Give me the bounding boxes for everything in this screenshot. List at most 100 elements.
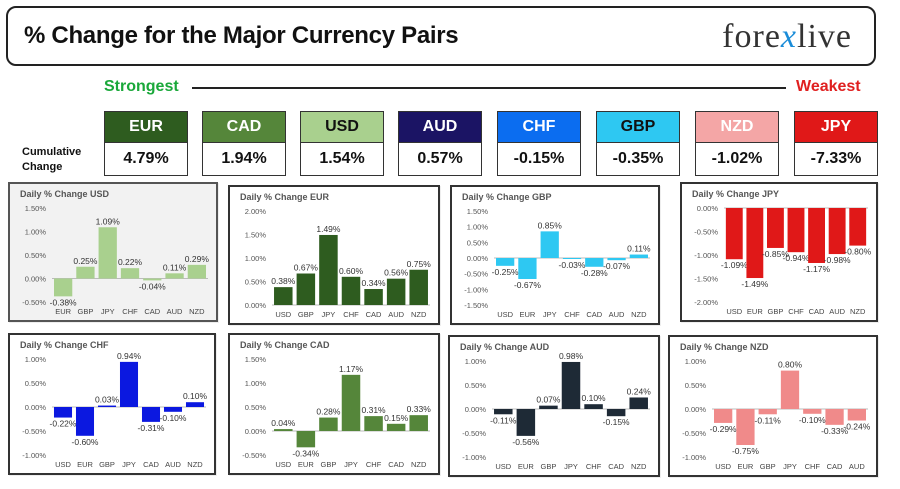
x-tick-label: USD <box>726 307 742 316</box>
y-tick-label: -2.00% <box>694 298 718 307</box>
x-tick-label: JPY <box>344 460 358 469</box>
x-tick-label: NZD <box>187 460 203 469</box>
cumulative-value-jpy: -7.33% <box>794 143 878 176</box>
data-label: 1.17% <box>339 364 364 374</box>
y-tick-label: 1.50% <box>467 207 489 216</box>
x-tick-label: AUD <box>849 462 865 471</box>
y-tick-label: 0.50% <box>25 379 47 388</box>
data-label: 0.10% <box>582 393 607 403</box>
chart-title: Daily % Change NZD <box>680 342 769 352</box>
y-tick-label: 1.50% <box>25 204 47 213</box>
x-tick-label: GBP <box>760 462 776 471</box>
bar-cad <box>141 407 161 422</box>
y-tick-label: 0.00% <box>245 427 267 436</box>
x-tick-label: NZD <box>189 307 205 316</box>
data-label: 0.60% <box>339 266 364 276</box>
x-tick-label: USD <box>275 460 291 469</box>
bar-chf <box>364 416 383 431</box>
data-label: 1.49% <box>316 224 341 234</box>
bar-aud <box>386 278 406 305</box>
bar-nzd <box>849 208 867 246</box>
bar-aud <box>607 258 626 261</box>
bar-jpy <box>561 361 581 409</box>
x-tick-label: CHF <box>805 462 821 471</box>
bar-aud <box>847 409 866 421</box>
data-label: -0.29% <box>710 424 737 434</box>
x-tick-label: NZD <box>411 310 427 319</box>
currency-code-chf: CHF <box>497 111 581 143</box>
data-label: -0.11% <box>755 415 782 425</box>
y-tick-label: 1.00% <box>467 223 489 232</box>
data-label: 0.11% <box>163 262 187 272</box>
chart-panel-2: Daily % Change EUR 2.00% 1.50% 1.00% 0.50% 0.… <box>228 185 440 325</box>
y-tick-label: -1.50% <box>694 275 718 284</box>
y-tick-label: 0.00% <box>245 301 267 310</box>
bar-jpy <box>119 361 139 407</box>
data-label: 0.22% <box>118 257 143 267</box>
bar-chart: 1.50% 1.00% 0.50% 0.00% -0.50% 0.04% USD-0.34%… <box>242 355 431 469</box>
y-tick-label: 1.00% <box>465 357 487 366</box>
data-label: 0.56% <box>384 268 409 278</box>
y-tick-label: 0.50% <box>25 251 47 260</box>
y-tick-label: -1.50% <box>464 301 488 310</box>
x-tick-label: CHF <box>122 307 138 316</box>
y-tick-label: 1.00% <box>25 228 47 237</box>
data-label: -0.10% <box>799 415 826 425</box>
currency-code-jpy: JPY <box>794 111 878 143</box>
bar-eur <box>75 407 95 436</box>
cumulative-value-nzd: -1.02% <box>695 143 779 176</box>
x-tick-label: JPY <box>783 462 797 471</box>
y-tick-label: 0.00% <box>465 405 487 414</box>
y-tick-label: 1.50% <box>245 231 267 240</box>
data-label: -0.94% <box>783 253 810 263</box>
page-title: % Change for the Major Currency Pairs <box>24 22 459 49</box>
x-tick-label: USD <box>497 310 513 319</box>
chart-title: Daily % Change EUR <box>240 192 330 202</box>
data-label: 0.85% <box>538 220 563 230</box>
chart-panel-3: Daily % Change GBP 1.50% 1.00% 0.50% 0.00% -0… <box>450 185 660 325</box>
x-tick-label: NZD <box>631 310 647 319</box>
data-label: -0.75% <box>732 446 759 456</box>
currency-code-nzd: NZD <box>695 111 779 143</box>
y-tick-label: -0.50% <box>464 270 488 279</box>
bar-aud <box>165 273 184 279</box>
chart-title: Daily % Change JPY <box>692 189 780 199</box>
cumulative-value-cad: 1.94% <box>202 143 286 176</box>
bar-cad <box>585 258 604 267</box>
bar-chart: 0.00% -0.50% -1.00% -1.50% -2.00% -1.09% USD -1… <box>694 204 871 316</box>
x-tick-label: AUD <box>388 310 404 319</box>
x-tick-label: NZD <box>850 307 866 316</box>
data-label: 0.07% <box>536 395 561 405</box>
bar-cad <box>364 289 383 305</box>
chart-title: Daily % Change AUD <box>460 342 550 352</box>
bar-nzd <box>629 397 648 409</box>
x-tick-label: CHF <box>343 310 359 319</box>
bar-gbp <box>758 409 777 415</box>
data-label: 0.98% <box>559 351 584 361</box>
chart-title: Daily % Change USD <box>20 189 110 199</box>
strength-scale-line <box>192 87 786 89</box>
cumulative-value-chf: -0.15% <box>497 143 581 176</box>
bar-nzd <box>409 415 428 431</box>
bar-usd <box>725 208 743 260</box>
chart-panel-6: Daily % Change CAD 1.50% 1.00% 0.50% 0.00% -0… <box>228 333 440 475</box>
x-tick-label: NZD <box>411 460 427 469</box>
bar-gbp <box>319 417 338 431</box>
bar-eur <box>54 278 73 297</box>
data-label: 0.31% <box>362 405 387 415</box>
x-tick-label: CHF <box>366 460 382 469</box>
chart-title: Daily % Change GBP <box>462 192 552 202</box>
y-tick-label: 0.00% <box>685 405 707 414</box>
y-tick-label: -0.50% <box>694 228 718 237</box>
currency-code-cad: CAD <box>202 111 286 143</box>
data-label: -0.10% <box>160 413 187 423</box>
x-tick-label: GBP <box>321 460 337 469</box>
chart-panel-7: Daily % Change AUD 1.00% 0.50% 0.00% -0.50% -… <box>448 335 660 477</box>
x-tick-label: GBP <box>768 307 784 316</box>
forexlive-logo: forexlive <box>722 18 852 55</box>
cumulative-value-aud: 0.57% <box>398 143 482 176</box>
chart-title: Daily % Change CAD <box>240 340 330 350</box>
data-label: 0.29% <box>185 254 210 264</box>
data-label: 0.75% <box>407 259 432 269</box>
currency-code-gbp: GBP <box>596 111 680 143</box>
